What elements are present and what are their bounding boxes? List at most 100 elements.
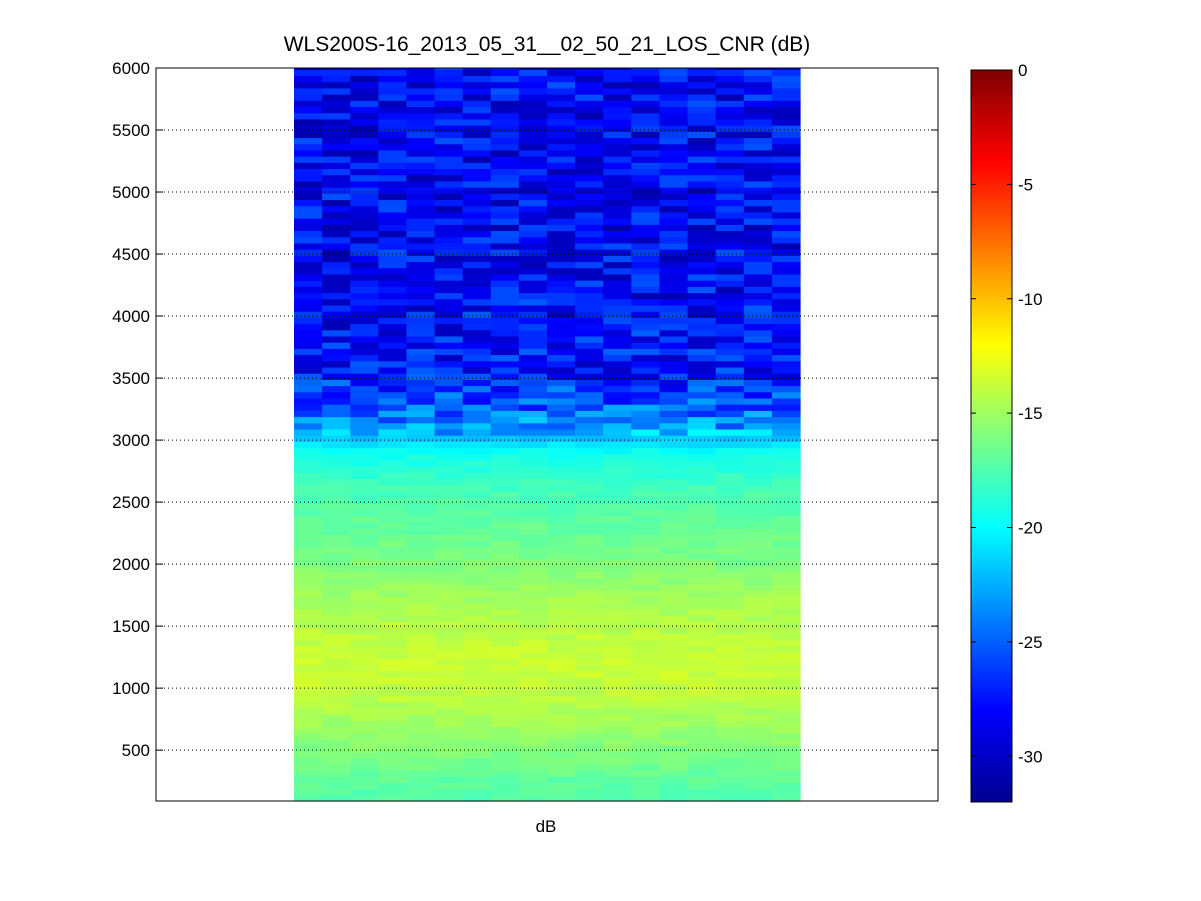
- heatmap-cell: [547, 81, 576, 89]
- heatmap-cell: [322, 695, 351, 703]
- heatmap-cell: [518, 68, 548, 70]
- heatmap-cell: [462, 373, 492, 380]
- heatmap-cell: [687, 199, 717, 207]
- heatmap-cell: [687, 211, 717, 219]
- heatmap-cell: [378, 404, 408, 411]
- heatmap-cell: [518, 726, 548, 734]
- heatmap-cell: [294, 81, 323, 89]
- heatmap-cell: [378, 583, 408, 591]
- heatmap-cell: [687, 521, 717, 529]
- heatmap-cell: [378, 497, 408, 504]
- heatmap-cell: [603, 732, 632, 740]
- heatmap-cell: [378, 261, 408, 269]
- heatmap-cell: [378, 633, 408, 641]
- heatmap-cell: [434, 757, 464, 765]
- heatmap-cell: [771, 112, 801, 120]
- heatmap-cell: [378, 69, 408, 77]
- heatmap-cell: [575, 397, 604, 405]
- heatmap-cell: [715, 689, 745, 697]
- heatmap-cell: [518, 205, 548, 213]
- heatmap-cell: [378, 707, 408, 715]
- heatmap-cell: [575, 342, 604, 349]
- heatmap-cell: [547, 137, 576, 145]
- heatmap-cell: [406, 261, 436, 269]
- heatmap-cell: [771, 503, 801, 511]
- heatmap-cell: [350, 422, 379, 430]
- heatmap-cell: [434, 602, 464, 610]
- heatmap-cell: [659, 68, 689, 70]
- heatmap-cell: [575, 720, 604, 728]
- heatmap-cell: [715, 497, 745, 504]
- heatmap-cell: [771, 230, 801, 238]
- heatmap-cell: [547, 68, 576, 70]
- heatmap-cell: [350, 230, 379, 238]
- heatmap-cell: [631, 218, 661, 225]
- heatmap-cell: [350, 280, 379, 287]
- heatmap-cell: [631, 366, 661, 374]
- heatmap-cell: [434, 726, 464, 734]
- heatmap-cell: [659, 218, 689, 225]
- heatmap-cell: [490, 621, 520, 628]
- heatmap-cell: [687, 106, 717, 114]
- heatmap-cell: [322, 528, 351, 535]
- heatmap-cell: [631, 540, 661, 548]
- heatmap-cell: [294, 590, 323, 597]
- heatmap-cell: [575, 317, 604, 325]
- heatmap-cell: [406, 348, 436, 356]
- heatmap-cell: [378, 490, 408, 498]
- heatmap-cell: [631, 236, 661, 244]
- heatmap-cell: [462, 416, 492, 424]
- heatmap-cell: [490, 143, 520, 151]
- heatmap-cell: [350, 379, 379, 387]
- heatmap-cell: [322, 236, 351, 244]
- heatmap-cell: [575, 540, 604, 548]
- heatmap-cell: [434, 94, 464, 101]
- heatmap-cell: [322, 118, 351, 126]
- heatmap-cell: [771, 422, 801, 430]
- heatmap-cell: [406, 435, 436, 442]
- heatmap-cell: [406, 205, 436, 213]
- heatmap-cell: [659, 745, 689, 752]
- heatmap-cell: [378, 87, 408, 95]
- heatmap-cell: [378, 373, 408, 380]
- heatmap-cell: [294, 652, 323, 659]
- heatmap-cell: [771, 125, 801, 132]
- heatmap-cell: [462, 707, 492, 715]
- heatmap-cell: [603, 645, 632, 653]
- heatmap-cell: [322, 726, 351, 734]
- heatmap-cell: [547, 261, 576, 269]
- heatmap-cell: [350, 329, 379, 337]
- heatmap-cell: [631, 180, 661, 188]
- heatmap-cell: [603, 676, 632, 684]
- heatmap-cell: [462, 242, 492, 250]
- heatmap-cell: [547, 751, 576, 759]
- heatmap-cell: [575, 75, 604, 83]
- heatmap-cell: [294, 633, 323, 641]
- heatmap-cell: [603, 156, 632, 163]
- colorbar-tick-label: -30: [1018, 747, 1043, 766]
- heatmap-cell: [603, 137, 632, 145]
- heatmap-cell: [715, 602, 745, 610]
- heatmap-cell: [378, 255, 408, 263]
- heatmap-cell: [434, 335, 464, 343]
- heatmap-cell: [406, 125, 436, 132]
- heatmap-cell: [294, 106, 323, 114]
- heatmap-cell: [434, 286, 464, 294]
- heatmap-cell: [631, 670, 661, 678]
- heatmap-cell: [462, 621, 492, 628]
- heatmap-cell: [771, 608, 801, 616]
- heatmap-cell: [434, 261, 464, 269]
- heatmap-cell: [490, 416, 520, 424]
- heatmap-cell: [378, 621, 408, 628]
- heatmap-cell: [575, 627, 604, 635]
- heatmap-cell: [434, 583, 464, 591]
- heatmap-cell: [406, 292, 436, 300]
- heatmap-cell: [603, 385, 632, 393]
- heatmap-cell: [406, 559, 436, 566]
- heatmap-cell: [631, 614, 661, 622]
- heatmap-cell: [294, 273, 323, 281]
- heatmap-cell: [322, 87, 351, 95]
- heatmap-cell: [294, 416, 323, 424]
- heatmap-cell: [687, 571, 717, 579]
- heatmap-cell: [687, 559, 717, 566]
